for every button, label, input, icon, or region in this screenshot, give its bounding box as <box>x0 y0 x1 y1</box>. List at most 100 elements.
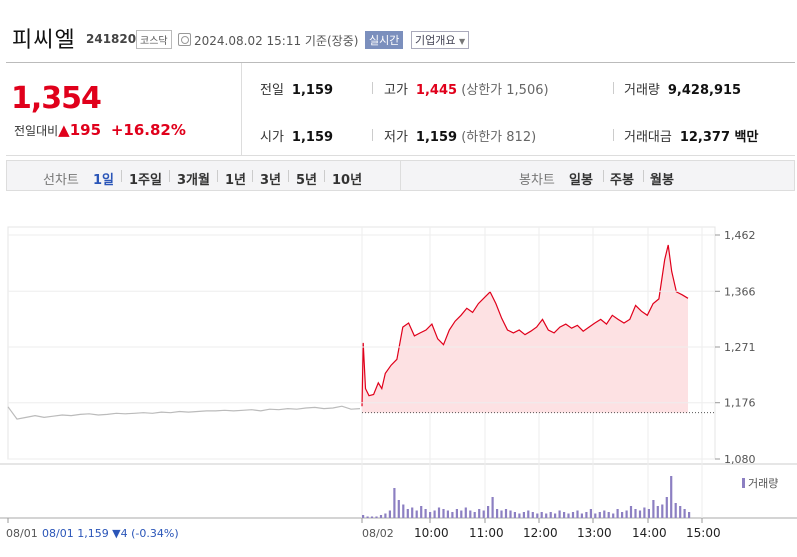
tab-3m[interactable]: 3개월 <box>177 173 210 188</box>
realtime-button[interactable]: 실시간 <box>365 31 404 49</box>
volume-bar <box>540 512 543 518</box>
x-axis: 08/01 08/02 10:00 11:00 12:00 13:00 14:00 15:00 <box>6 518 721 540</box>
volume-bar <box>509 510 512 518</box>
divider <box>121 170 122 182</box>
divider <box>169 170 170 182</box>
divider <box>603 170 604 182</box>
volume-bar <box>482 510 485 518</box>
volume-bar <box>424 509 427 518</box>
volume-bar <box>455 509 458 518</box>
volume-bar <box>576 510 579 518</box>
volume-bar <box>429 512 432 518</box>
open-value: 1,159 <box>291 130 334 145</box>
volume-bar <box>688 512 691 518</box>
volume-bar <box>433 510 436 518</box>
y-tick-label: 1,080 <box>724 453 756 466</box>
volume-bar <box>469 510 472 518</box>
volume-bar <box>545 513 548 518</box>
volume-bar <box>379 515 383 518</box>
price-summary: 1,354 전일대비▲195 +16.82% 전일 1,159 시가 1,159 고… <box>6 62 795 156</box>
volume-bar <box>420 506 423 518</box>
low-label: 저가 <box>384 130 408 145</box>
x-tick-label: 11:00 <box>469 526 504 540</box>
divider <box>372 129 373 141</box>
tab-1y[interactable]: 1년 <box>225 173 247 188</box>
volume-bar <box>594 513 597 518</box>
y-tick-label: 1,176 <box>724 397 756 410</box>
volume-bar <box>679 506 682 518</box>
volume-bar <box>643 507 646 518</box>
volume-bar <box>437 507 441 518</box>
volume-bar <box>464 507 467 518</box>
x-tick-label: 15:00 <box>686 526 721 540</box>
volume-bar <box>567 513 570 518</box>
volume-bar <box>580 513 583 518</box>
tab-3y[interactable]: 3년 <box>260 173 282 188</box>
volume-bar <box>402 504 405 518</box>
volume-bar <box>406 509 409 518</box>
stock-name: 피씨엘 <box>12 28 76 53</box>
volume-bar <box>397 500 400 518</box>
divider <box>288 170 289 182</box>
volume-bar <box>487 506 490 518</box>
intraday-area <box>362 245 688 413</box>
high-price: 고가 1,445 (상한가 1,506) <box>384 79 549 98</box>
amount-label: 거래대금 <box>624 130 672 145</box>
prev-close: 전일 1,159 <box>260 79 333 98</box>
amount-value: 12,377 백만 <box>679 130 759 145</box>
low-price: 저가 1,159 (하한가 812) <box>384 126 536 145</box>
company-overview-label: 기업개요 <box>415 34 456 47</box>
change-label: 전일대비 <box>14 124 59 138</box>
prev-day-line <box>7 405 361 420</box>
volume-bar <box>670 476 673 518</box>
tab-weekly[interactable]: 주봉 <box>610 173 634 188</box>
tab-daily[interactable]: 일봉 <box>569 173 593 188</box>
volume-bar <box>446 510 449 518</box>
tab-monthly[interactable]: 월봉 <box>650 173 674 188</box>
volume-legend-swatch <box>742 478 745 488</box>
chevron-down-icon: ▼ <box>458 37 466 46</box>
volume-bar <box>638 510 642 518</box>
volume-bar <box>652 500 655 518</box>
stock-code: 241820 <box>86 32 137 46</box>
volume-bar <box>522 512 525 518</box>
tab-1d[interactable]: 1일 <box>93 173 115 188</box>
volume-bar <box>442 509 445 518</box>
intraday-line <box>361 244 689 407</box>
volume-bar <box>366 516 369 518</box>
x-tick-label: 14:00 <box>632 526 667 540</box>
x-tick-label: 08/01 <box>6 527 38 540</box>
volume-bar <box>603 510 606 518</box>
prev-value: 1,159 <box>291 83 334 98</box>
prev-label: 전일 <box>260 83 284 98</box>
volume-bars <box>362 476 691 518</box>
volume-bar <box>504 509 508 518</box>
volume-bar <box>375 516 378 518</box>
volume-bar <box>536 513 539 518</box>
volume-bar <box>531 512 534 518</box>
company-overview-dropdown[interactable]: 기업개요 ▼ <box>411 31 470 49</box>
volume-bar <box>612 513 615 518</box>
volume-bar <box>411 507 414 518</box>
volume-bar <box>683 509 686 518</box>
up-arrow-icon: ▲ <box>58 121 70 139</box>
volume-bar <box>585 512 588 518</box>
volume-bar <box>549 512 552 518</box>
lower-limit: (하한가 812) <box>461 130 537 145</box>
volume-bar <box>384 513 387 518</box>
tab-10y[interactable]: 10년 <box>332 173 363 188</box>
volume-bar <box>625 510 628 518</box>
tab-1w[interactable]: 1주일 <box>129 173 162 188</box>
volume-bar <box>661 504 664 518</box>
divider <box>217 170 218 182</box>
line-chart-label: 선차트 <box>43 173 79 188</box>
volume-bar <box>500 510 503 518</box>
upper-limit: (상한가 1,506) <box>461 83 549 98</box>
volume-bar <box>527 510 530 518</box>
stock-header: 피씨엘 241820 코스닥 2024.08.02 15:11 기준(장중) 실… <box>0 0 797 53</box>
volume-bar <box>496 509 499 518</box>
tab-5y[interactable]: 5년 <box>296 173 318 188</box>
divider <box>252 170 253 182</box>
volume-bar <box>460 510 463 518</box>
change-line: 전일대비▲195 +16.82% <box>14 121 186 139</box>
